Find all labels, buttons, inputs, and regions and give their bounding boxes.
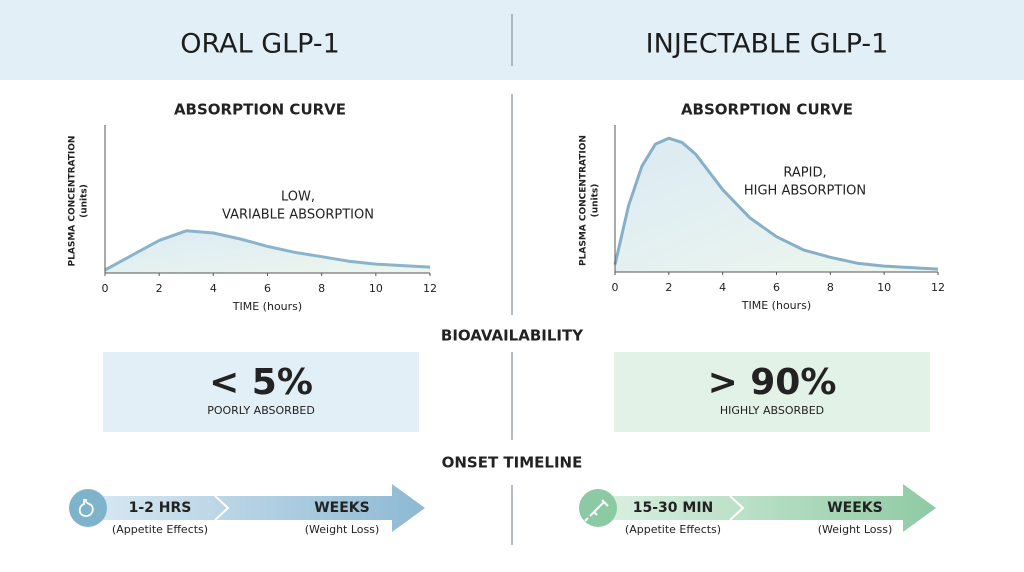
stage-note: (Appetite Effects)	[625, 523, 721, 536]
x-tick-label: 6	[773, 281, 780, 294]
x-tick-label: 0	[102, 282, 109, 295]
arrow-chevron	[214, 495, 230, 521]
stage-label: WEEKS	[314, 500, 370, 516]
panel-label: HIGHLY ABSORBED	[720, 404, 824, 417]
annotation: HIGH ABSORPTION	[744, 184, 866, 199]
y-axis-label: PLASMA CONCENTRATION	[579, 135, 589, 266]
stomach-icon	[69, 489, 107, 527]
stage-label: 1-2 HRS	[129, 500, 192, 516]
stage-note: (Weight Loss)	[305, 523, 380, 536]
y-axis-label: (units)	[80, 184, 90, 218]
annotation: LOW,	[281, 190, 315, 205]
y-axis-label: PLASMA CONCENTRATION	[68, 136, 78, 267]
stomach-glyph	[78, 499, 94, 517]
timeline-arrow	[610, 484, 936, 532]
x-tick-label: 6	[264, 282, 271, 295]
x-axis-label: TIME (hours)	[741, 299, 811, 312]
panel-label: POORLY ABSORBED	[207, 404, 315, 417]
x-tick-label: 4	[719, 281, 726, 294]
stage-label: WEEKS	[827, 500, 883, 516]
curve	[613, 136, 939, 271]
x-tick-label: 4	[210, 282, 217, 295]
timeline-arrow	[100, 484, 425, 532]
x-tick-label: 2	[665, 281, 672, 294]
annotation: RAPID,	[783, 166, 826, 181]
x-axis-label: TIME (hours)	[232, 300, 302, 313]
x-tick-label: 0	[612, 281, 619, 294]
y-axis-label: (units)	[591, 184, 601, 218]
stage-note: (Weight Loss)	[818, 523, 893, 536]
panel	[614, 352, 930, 432]
x-tick-label: 2	[156, 282, 163, 295]
x-tick-label: 12	[931, 281, 945, 294]
curve	[104, 229, 431, 272]
x-tick-label: 8	[827, 281, 834, 294]
area-fill	[105, 230, 430, 273]
arrow-chevron	[729, 495, 745, 521]
syringe-glyph	[584, 499, 609, 522]
column-title: INJECTABLE GLP-1	[646, 29, 889, 60]
x-tick-label: 10	[369, 282, 383, 295]
chart-title: ABSORPTION CURVE	[174, 101, 346, 119]
panel	[103, 352, 419, 432]
chart-title: ABSORPTION CURVE	[681, 101, 853, 119]
stage-note: (Appetite Effects)	[112, 523, 208, 536]
x-tick-label: 10	[877, 281, 891, 294]
column-title: ORAL GLP-1	[180, 29, 340, 60]
section-title: BIOAVAILABILITY	[441, 327, 584, 345]
x-tick-label: 8	[318, 282, 325, 295]
annotation: VARIABLE ABSORPTION	[222, 208, 374, 223]
panel-value: < 5%	[209, 362, 313, 403]
section-title: ONSET TIMELINE	[442, 454, 583, 472]
area-fill	[615, 138, 938, 272]
stage-label: 15-30 MIN	[633, 500, 714, 516]
panel-value: > 90%	[708, 362, 837, 403]
x-tick-label: 12	[423, 282, 437, 295]
